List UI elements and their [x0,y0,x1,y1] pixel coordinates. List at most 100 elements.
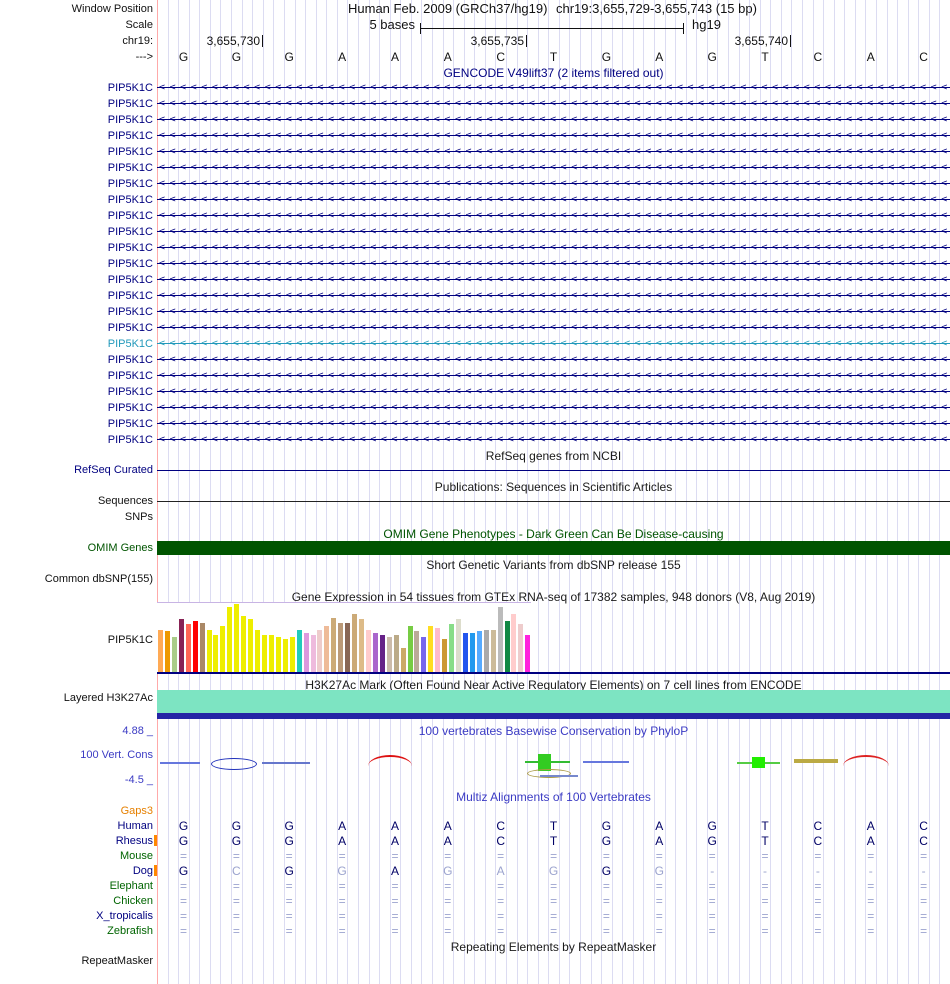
phylop-arc-mark[interactable] [368,755,412,766]
gene-row-exon-line[interactable]: <<<<<<<<<<<<<<<<<<<<<<<<<<<<<<<<<<<<<<<<… [157,336,950,352]
alignment-base[interactable]: = [708,849,716,863]
alignment-base[interactable]: = [920,849,928,863]
gene-row-exon-line[interactable]: <<<<<<<<<<<<<<<<<<<<<<<<<<<<<<<<<<<<<<<<… [157,160,950,176]
alignment-base[interactable]: = [602,894,610,908]
gtex-tissue-bar[interactable] [171,637,177,672]
reference-base[interactable]: C [919,50,928,64]
alignment-base[interactable]: = [338,894,346,908]
phylop-track-label[interactable]: 100 Vert. Cons [80,749,153,761]
gene-row-exon-line[interactable]: <<<<<<<<<<<<<<<<<<<<<<<<<<<<<<<<<<<<<<<<… [157,208,950,224]
species-label[interactable]: Elephant [109,880,153,892]
alignment-base[interactable]: = [179,849,187,863]
gtex-tissue-bar[interactable] [241,616,247,672]
snps-track-label[interactable]: SNPs [124,511,153,523]
alignment-base[interactable]: G [654,864,664,878]
alignment-base[interactable]: = [179,894,187,908]
alignment-base[interactable]: C [813,819,823,833]
gene-row-exon-line[interactable]: <<<<<<<<<<<<<<<<<<<<<<<<<<<<<<<<<<<<<<<<… [157,176,950,192]
reference-base[interactable]: A [390,50,399,64]
alignment-base[interactable]: - [710,864,715,878]
alignment-base[interactable]: G [601,834,612,848]
alignment-base[interactable]: = [550,924,558,938]
reference-base[interactable]: A [338,50,347,64]
gtex-tissue-bar[interactable] [296,630,302,672]
gene-row-exon-line[interactable]: <<<<<<<<<<<<<<<<<<<<<<<<<<<<<<<<<<<<<<<<… [157,240,950,256]
gene-row-exon-line[interactable]: <<<<<<<<<<<<<<<<<<<<<<<<<<<<<<<<<<<<<<<<… [157,144,950,160]
alignment-base[interactable]: = [708,924,716,938]
gene-row-label[interactable]: PIP5K1C [107,146,153,158]
gtex-tissue-bar[interactable] [407,626,413,672]
gene-row-label[interactable]: PIP5K1C [107,418,153,430]
gtex-tissue-bar[interactable] [456,619,461,672]
gtex-tissue-bar[interactable] [414,631,420,672]
alignment-base[interactable]: = [708,909,716,923]
alignment-base[interactable]: = [867,924,875,938]
gtex-tissue-bar[interactable] [268,635,274,672]
alignment-base[interactable]: = [391,849,399,863]
gtex-tissue-bar[interactable] [164,631,170,672]
gtex-tissue-bar[interactable] [303,633,309,672]
alignment-base[interactable]: = [338,909,346,923]
alignment-base[interactable]: G [178,864,189,878]
dbsnp-track-label[interactable]: Common dbSNP(155) [44,573,153,585]
alignment-base[interactable]: = [761,849,769,863]
alignment-base[interactable]: = [867,909,875,923]
alignment-base[interactable]: = [814,924,822,938]
gene-row-label[interactable]: PIP5K1C [107,130,153,142]
alignment-base[interactable]: A [338,834,347,848]
gtex-tissue-bar[interactable] [462,633,468,672]
phylop-ellipse-mark[interactable] [527,769,571,778]
alignment-base[interactable]: = [338,849,346,863]
alignment-base[interactable]: T [549,819,558,833]
alignment-base[interactable]: = [920,924,928,938]
alignment-base[interactable]: = [285,879,293,893]
alignment-base[interactable]: G [707,819,717,833]
alignment-base[interactable]: A [655,819,664,833]
gene-row-exon-line[interactable]: <<<<<<<<<<<<<<<<<<<<<<<<<<<<<<<<<<<<<<<<… [157,400,950,416]
gtex-tissue-bar[interactable] [275,637,281,672]
species-label[interactable]: Rhesus [115,835,153,847]
gene-row-exon-line[interactable]: <<<<<<<<<<<<<<<<<<<<<<<<<<<<<<<<<<<<<<<<… [157,432,950,448]
gene-row-exon-line[interactable]: <<<<<<<<<<<<<<<<<<<<<<<<<<<<<<<<<<<<<<<<… [157,304,950,320]
alignment-base[interactable]: = [814,849,822,863]
gtex-tissue-bar[interactable] [345,623,351,672]
gtex-tissue-bar[interactable] [199,623,205,672]
alignment-base[interactable]: = [232,894,240,908]
alignment-base[interactable]: A [866,819,875,833]
gtex-tissue-bar[interactable] [317,630,323,672]
alignment-base[interactable]: A [338,819,347,833]
alignment-base[interactable]: = [761,924,769,938]
alignment-base[interactable]: = [550,849,558,863]
gene-row-label[interactable]: PIP5K1C [107,354,153,366]
alignment-base[interactable]: = [920,894,928,908]
species-label[interactable]: Mouse [119,850,153,862]
gene-row-exon-line[interactable]: <<<<<<<<<<<<<<<<<<<<<<<<<<<<<<<<<<<<<<<<… [157,416,950,432]
reference-base[interactable]: G [707,50,717,64]
alignment-base[interactable]: T [549,834,558,848]
alignment-base[interactable]: = [391,924,399,938]
gtex-tissue-bar[interactable] [428,626,434,672]
alignment-base[interactable]: A [390,834,399,848]
reference-base[interactable]: A [866,50,875,64]
gtex-tissue-bar[interactable] [248,619,254,672]
gtex-tissue-bar[interactable] [490,630,496,672]
alignment-base[interactable]: = [814,879,822,893]
alignment-base[interactable]: - [868,864,873,878]
alignment-base[interactable]: T [761,834,769,848]
alignment-base[interactable]: G [707,834,717,848]
gene-row-label[interactable]: PIP5K1C [107,114,153,126]
omim-track-label[interactable]: OMIM Genes [87,542,153,554]
gene-row-label[interactable]: PIP5K1C [107,178,153,190]
alignment-base[interactable]: A [443,834,452,848]
alignment-base[interactable]: A [443,819,452,833]
gtex-tissue-bar[interactable] [393,635,399,672]
alignment-base[interactable]: = [602,924,610,938]
gene-row-label[interactable]: PIP5K1C [107,258,153,270]
alignment-base[interactable]: - [763,864,767,878]
reference-base[interactable]: C [496,50,506,64]
reference-base[interactable]: T [761,50,769,64]
gene-row-exon-line[interactable]: <<<<<<<<<<<<<<<<<<<<<<<<<<<<<<<<<<<<<<<<… [157,288,950,304]
species-label[interactable]: X_tropicalis [96,910,153,922]
reference-base[interactable]: G [178,50,189,64]
reference-base[interactable]: T [549,50,558,64]
